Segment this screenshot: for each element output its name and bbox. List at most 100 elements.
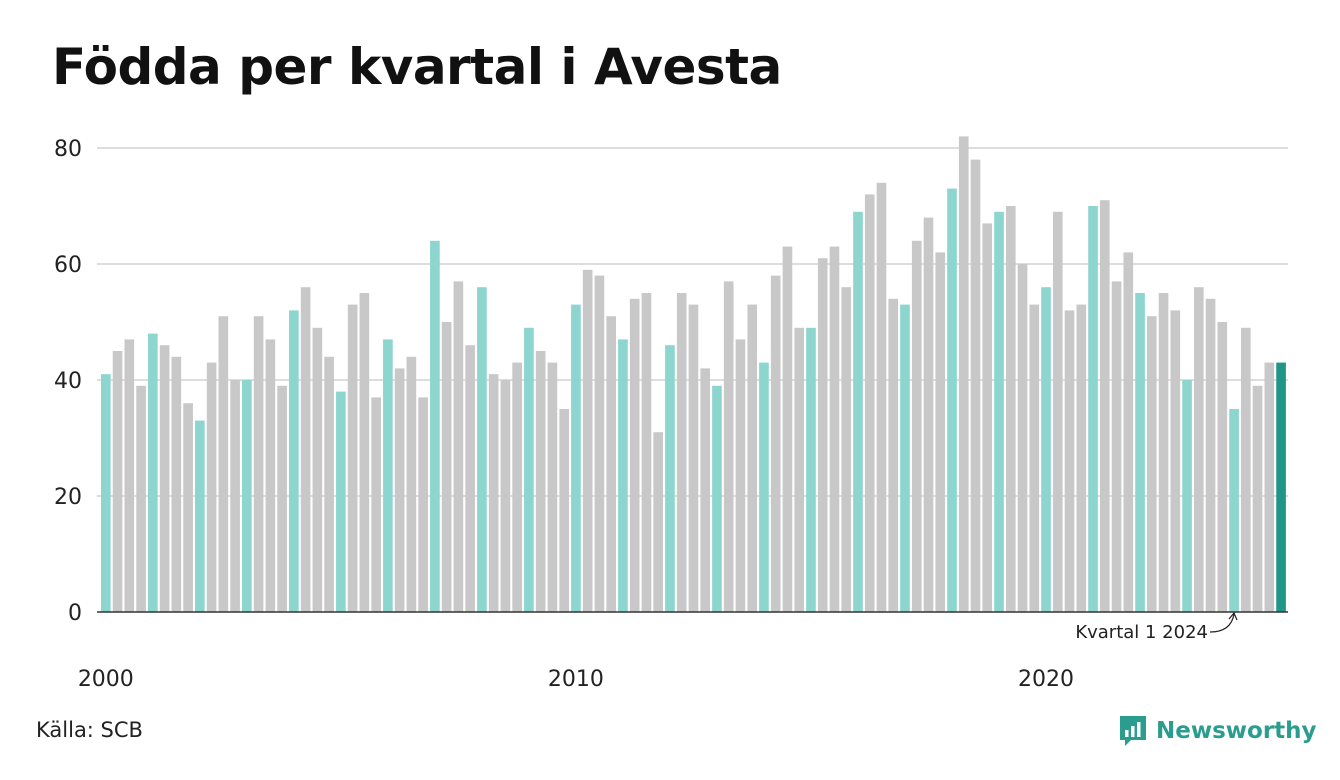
y-tick-label: 20 bbox=[54, 485, 82, 510]
y-tick-label: 0 bbox=[68, 601, 82, 626]
bar bbox=[817, 258, 828, 612]
bar bbox=[1029, 304, 1040, 612]
bar bbox=[900, 304, 910, 612]
bar bbox=[676, 293, 687, 612]
annotation-arrow bbox=[1209, 611, 1238, 633]
bar bbox=[712, 385, 722, 612]
y-tick-label: 40 bbox=[54, 369, 82, 394]
chart-title: Födda per kvartal i Avesta bbox=[52, 38, 782, 96]
bar bbox=[1252, 385, 1263, 612]
bar bbox=[312, 327, 323, 612]
bar bbox=[336, 391, 346, 612]
newsworthy-logo-icon bbox=[1120, 716, 1146, 746]
bar bbox=[1170, 310, 1181, 612]
bar bbox=[1064, 310, 1075, 612]
bar bbox=[277, 385, 287, 612]
bar bbox=[441, 322, 452, 612]
bar bbox=[923, 217, 934, 612]
bar bbox=[1264, 362, 1275, 612]
bar bbox=[383, 339, 393, 612]
bar bbox=[148, 333, 158, 612]
x-tick-label: 2020 bbox=[1018, 667, 1074, 692]
bar bbox=[665, 345, 675, 612]
bar bbox=[829, 246, 840, 612]
bar bbox=[1205, 298, 1216, 612]
brand-logo[interactable]: Newsworthy bbox=[1118, 714, 1317, 748]
bar bbox=[183, 403, 193, 612]
bar bbox=[958, 136, 969, 612]
source-label: Källa: SCB bbox=[36, 718, 143, 742]
bar bbox=[347, 304, 358, 612]
bar bbox=[1076, 304, 1087, 612]
y-tick-label: 60 bbox=[54, 253, 82, 278]
bar bbox=[418, 397, 428, 612]
bar bbox=[876, 182, 887, 613]
bar bbox=[230, 380, 240, 612]
x-tick-label: 2000 bbox=[78, 667, 134, 692]
bar bbox=[947, 188, 957, 612]
bar bbox=[289, 310, 299, 612]
bar bbox=[206, 362, 217, 612]
bar bbox=[300, 287, 311, 612]
bar bbox=[465, 345, 475, 612]
bar bbox=[218, 316, 229, 612]
bar bbox=[629, 298, 640, 612]
bar bbox=[430, 240, 440, 613]
bar bbox=[1017, 264, 1028, 612]
bar bbox=[594, 275, 605, 612]
bar bbox=[571, 304, 581, 612]
bar bbox=[1041, 287, 1051, 612]
bar bbox=[477, 287, 487, 612]
bar bbox=[582, 269, 593, 612]
bar bbox=[1146, 316, 1157, 612]
bar bbox=[1217, 322, 1228, 612]
bar bbox=[911, 240, 922, 613]
bar bbox=[265, 339, 276, 612]
bar bbox=[641, 293, 652, 612]
bar bbox=[1111, 281, 1122, 612]
bar bbox=[136, 385, 146, 612]
bar bbox=[1052, 211, 1063, 613]
bar bbox=[559, 409, 569, 612]
bar bbox=[371, 397, 381, 612]
bar bbox=[253, 316, 264, 612]
x-axis-ticks: 2000 2010 2020 bbox=[78, 667, 1074, 692]
bar bbox=[853, 211, 863, 613]
bar bbox=[1276, 362, 1286, 612]
bar bbox=[700, 368, 711, 612]
bar bbox=[994, 211, 1004, 613]
bar bbox=[806, 327, 816, 612]
bar bbox=[1123, 252, 1134, 612]
bar bbox=[171, 356, 182, 612]
bar bbox=[101, 374, 111, 612]
bar bbox=[1158, 293, 1169, 612]
bar bbox=[1193, 287, 1204, 612]
bar bbox=[747, 304, 758, 612]
y-axis-ticks: 0 20 40 60 80 bbox=[54, 137, 82, 626]
bar bbox=[124, 339, 135, 612]
bar bbox=[653, 432, 664, 612]
bar bbox=[759, 362, 769, 612]
bar bbox=[1088, 206, 1098, 612]
bar bbox=[935, 252, 946, 612]
bar bbox=[888, 298, 899, 612]
bar bbox=[394, 368, 405, 612]
bar bbox=[535, 351, 546, 612]
bar bbox=[500, 380, 511, 612]
bar bbox=[735, 339, 746, 612]
bar bbox=[488, 374, 499, 612]
bar bbox=[618, 339, 628, 612]
bar bbox=[688, 304, 699, 612]
bar bbox=[782, 246, 793, 612]
bar bbox=[547, 362, 558, 612]
bar bbox=[453, 281, 464, 612]
annotation-label: Kvartal 1 2024 bbox=[1075, 622, 1208, 643]
bars bbox=[101, 136, 1286, 613]
bar bbox=[864, 194, 875, 612]
bar bbox=[970, 159, 981, 612]
brand-name: Newsworthy bbox=[1156, 718, 1317, 744]
bar bbox=[1135, 293, 1145, 612]
bar bbox=[1229, 409, 1239, 612]
bar bbox=[606, 316, 616, 612]
